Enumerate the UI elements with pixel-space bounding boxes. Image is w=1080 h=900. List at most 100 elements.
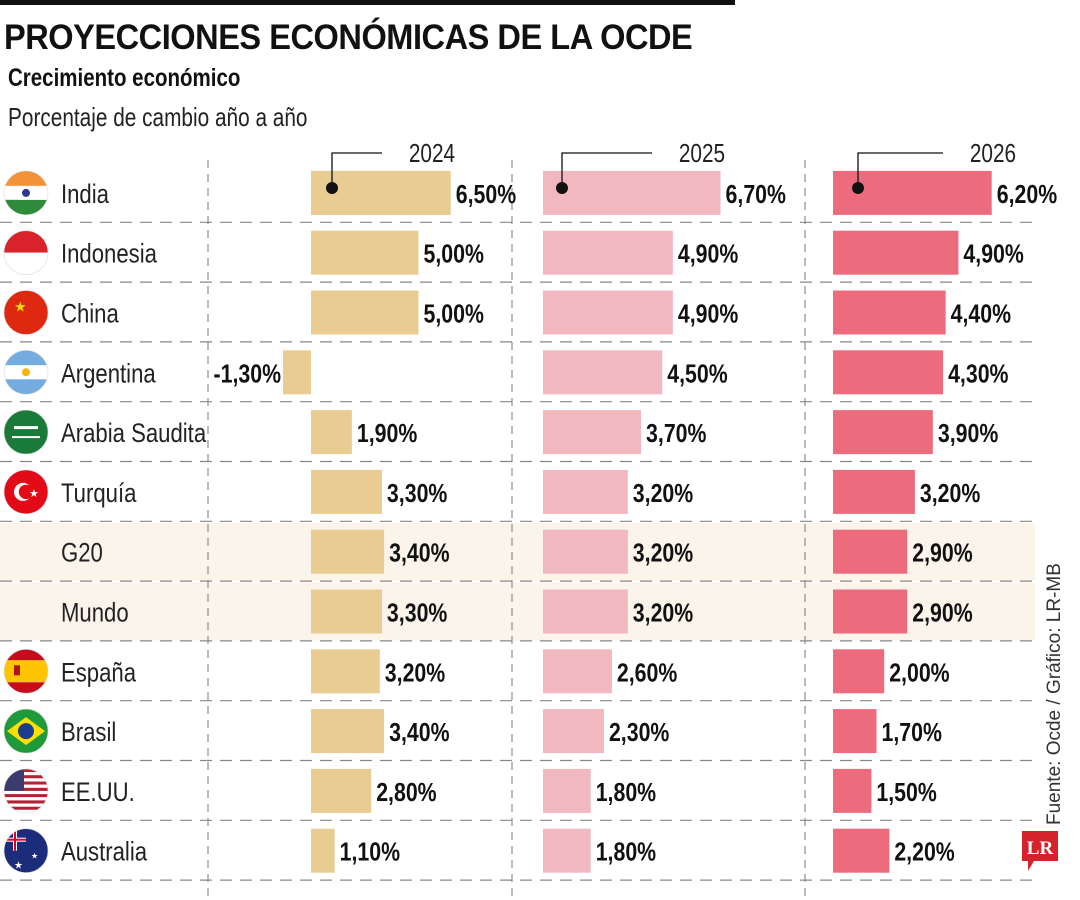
category-label: EE.UU.	[61, 778, 135, 808]
category-label: G20	[61, 539, 103, 569]
data-label: 6,50%	[456, 180, 516, 210]
source-credit: Fuente: Ocde / Gráfico: LR-MB	[1044, 563, 1065, 825]
category-label: Mundo	[61, 599, 129, 629]
flag-stripe	[4, 170, 48, 186]
bar-2024	[311, 768, 372, 813]
bar-2024	[311, 290, 419, 335]
flag-stripe	[4, 350, 48, 366]
data-label: 4,90%	[963, 240, 1023, 270]
data-label: 4,40%	[951, 300, 1011, 330]
category-label: Indonesia	[61, 240, 157, 270]
flag-stripe	[14, 828, 16, 851]
flag-emblem	[18, 723, 34, 740]
data-label: 6,70%	[726, 180, 786, 210]
star: ★	[14, 861, 23, 872]
series-header-2024: 2024	[409, 139, 455, 168]
bar-2026	[833, 350, 944, 395]
flag-stripe	[4, 784, 48, 788]
spain-flag-icon	[3, 648, 49, 694]
chart-subtitle: Crecimiento económico	[8, 64, 241, 92]
flag-stripe	[4, 809, 48, 813]
flag-body: ★	[4, 290, 48, 335]
data-label: 1,80%	[596, 778, 656, 808]
flag-stripe	[4, 230, 48, 253]
data-label: -1,30%	[214, 359, 282, 389]
flag-outline	[3, 469, 49, 515]
bar-2024	[311, 230, 419, 275]
flag-stripe	[4, 290, 48, 335]
flag-stripe	[4, 800, 48, 804]
flag-stripe	[12, 436, 40, 439]
bar-2024	[311, 828, 335, 873]
flag-body	[4, 350, 48, 395]
flag-body	[4, 230, 48, 275]
flag-stripe	[4, 199, 48, 215]
flag-outline	[3, 349, 49, 395]
brazil-flag-icon	[3, 708, 49, 754]
flag-stripe	[4, 787, 48, 791]
data-label: 3,40%	[389, 718, 449, 748]
data-label: 2,20%	[894, 838, 954, 868]
bar-2026	[833, 649, 885, 694]
leader-line	[331, 152, 382, 188]
flag-stripe	[4, 772, 48, 776]
bar-2025	[543, 828, 591, 873]
data-label: 3,20%	[920, 479, 980, 509]
flag-stripe	[4, 778, 48, 782]
bar-2024	[311, 529, 385, 574]
bar-2026	[833, 828, 890, 873]
category-label: Argentina	[61, 359, 156, 389]
flag-stripe	[14, 665, 20, 676]
flag-emblem	[22, 188, 30, 197]
bar-2025	[543, 170, 721, 215]
flag-outline	[3, 648, 49, 694]
flag-emblem	[22, 368, 30, 377]
bar-2026	[833, 469, 915, 514]
flag-body: ★	[4, 469, 48, 514]
bar-2026	[833, 589, 908, 634]
chart-unit-description: Porcentaje de cambio año a año	[8, 102, 308, 132]
category-label: India	[61, 180, 109, 210]
turkey-flag-icon: ★	[3, 469, 49, 515]
chart-title: PROYECCIONES ECONÓMICAS DE LA OCDE	[4, 18, 693, 57]
data-label: 2,80%	[376, 778, 436, 808]
bar-2025	[543, 469, 628, 514]
data-label: 6,20%	[997, 180, 1057, 210]
data-label: 3,70%	[646, 419, 706, 449]
svg-text:LR: LR	[1027, 838, 1054, 859]
bar-2026	[833, 290, 946, 335]
argentina-flag-icon	[3, 349, 49, 395]
bar-2025	[543, 709, 604, 754]
data-label: 5,00%	[424, 300, 484, 330]
flag-stripe	[4, 768, 48, 773]
bar-2025	[543, 230, 673, 275]
data-label: 2,90%	[912, 599, 972, 629]
bar-2025	[543, 529, 628, 574]
top-rule	[0, 0, 735, 5]
data-label: 3,20%	[633, 599, 693, 629]
flag-stripe	[4, 797, 48, 801]
bar-2025	[543, 768, 591, 813]
data-label: 3,40%	[389, 539, 449, 569]
bar-2024	[311, 589, 382, 634]
bar-2026	[833, 709, 877, 754]
leader-line	[561, 152, 652, 188]
bar-2024	[311, 649, 380, 694]
data-label: 2,90%	[912, 539, 972, 569]
data-label: 3,20%	[385, 658, 445, 688]
data-label: 2,60%	[617, 658, 677, 688]
flag-body	[4, 649, 48, 694]
leader-dot	[326, 182, 338, 194]
series-header-2025: 2025	[679, 139, 725, 168]
flag-stripe	[4, 790, 48, 795]
flag-outline	[3, 230, 49, 275]
bar-2025	[543, 410, 642, 455]
flag-body	[4, 709, 48, 754]
china-flag-icon: ★	[3, 290, 49, 335]
flag-outline	[3, 708, 49, 754]
category-label: Australia	[61, 838, 147, 868]
bar-2025	[543, 589, 628, 634]
lr-logo: LR	[1022, 831, 1058, 871]
data-label: 4,90%	[678, 240, 738, 270]
flag-stripe	[4, 682, 48, 694]
